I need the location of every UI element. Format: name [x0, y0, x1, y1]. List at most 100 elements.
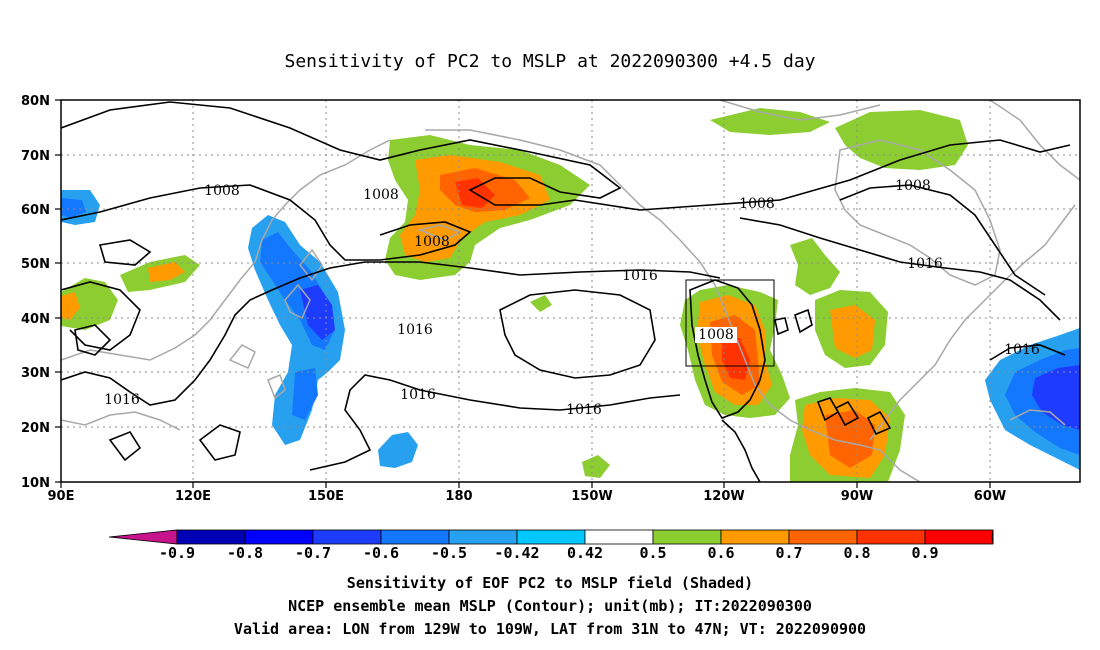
contour-small-3 — [108, 431, 142, 462]
north-america-east-coast — [869, 204, 1076, 441]
contour-1008-west — [61, 184, 472, 261]
asia-south-coast — [61, 411, 181, 431]
colorbar-label: 0.5 — [639, 544, 666, 562]
contour-label: 1008 — [363, 187, 399, 203]
colorbar-segment — [788, 529, 858, 545]
pos-region-canada — [790, 238, 840, 295]
pos-region-small — [530, 295, 552, 312]
colorbar-arrow-high — [991, 529, 994, 545]
caption-line-3: Valid area: LON from 129W to 109W, LAT f… — [234, 620, 866, 638]
colorbar-label: 0.9 — [911, 544, 938, 562]
lon-label: 60W — [974, 489, 1006, 504]
colorbar-labels: -0.9 -0.8 -0.7 -0.6 -0.5 -0.42 0.42 0.5 … — [159, 544, 939, 562]
contour-1008-east — [839, 184, 1046, 296]
japan-1 — [284, 283, 311, 320]
colorbar-segment — [584, 529, 654, 545]
negative-sensitivity-shading — [61, 190, 1080, 470]
contour-label-low: 1008 — [698, 327, 734, 343]
pos-region-asia-west-core — [61, 292, 80, 320]
lon-label: 150E — [308, 489, 344, 504]
tick-marks — [55, 99, 991, 488]
colorbar-label: -0.7 — [295, 544, 331, 562]
asia-coast — [61, 139, 391, 361]
colorbar-segment — [516, 529, 586, 545]
contour-label: 1008 — [895, 178, 931, 194]
hudson-bay — [834, 139, 1001, 286]
contour-1016-atlantic — [989, 344, 1066, 361]
colorbar-label: 0.42 — [567, 544, 603, 562]
colorbar-segment — [312, 529, 382, 545]
pos-region-west-us-core — [722, 338, 750, 380]
island-2 — [267, 373, 286, 400]
neg-region-atlantic-core — [1032, 365, 1080, 430]
pos-region-greenland — [835, 110, 968, 170]
lon-label: 120W — [703, 489, 744, 504]
pos-region-asia-west — [61, 278, 118, 330]
contour-label: 1016 — [1004, 342, 1040, 358]
contour-small-8 — [866, 410, 892, 436]
contour-label: 1016 — [622, 268, 658, 284]
map-panel: 1008 1008 1008 1008 1008 1016 1016 1016 … — [21, 94, 1081, 504]
lon-label: 150W — [571, 489, 612, 504]
pos-region-arctic-canada — [710, 108, 830, 135]
contour-trough — [721, 419, 761, 482]
lat-label: 70N — [21, 149, 50, 164]
lat-label: 40N — [21, 312, 50, 327]
colorbar-label: -0.42 — [494, 544, 539, 562]
contour-1016-east — [739, 217, 1061, 321]
caption-line-2: NCEP ensemble mean MSLP (Contour); unit(… — [288, 597, 812, 615]
pos-region-asia-core — [148, 262, 185, 282]
colorbar-label: -0.6 — [363, 544, 399, 562]
contour-label: 1008 — [414, 234, 450, 250]
neg-region-pacific-south — [292, 368, 318, 420]
latitude-labels: 80N 70N 60N 50N 40N 30N 20N 10N — [21, 94, 50, 491]
contour-label: 1016 — [397, 322, 433, 338]
colorbar-segment — [652, 529, 722, 545]
map-title: Sensitivity of PC2 to MSLP at 2022090300… — [284, 51, 815, 72]
contour-label: 1008 — [204, 183, 240, 199]
contour-1016-high — [499, 289, 656, 379]
neg-region-west-core — [61, 198, 86, 218]
lat-label: 30N — [21, 366, 50, 381]
arctic-coast — [719, 100, 881, 121]
colorbar-label: 0.7 — [775, 544, 802, 562]
contour-asia-2 — [74, 324, 112, 356]
colorbar-segment — [720, 529, 790, 545]
lat-label: 50N — [21, 257, 50, 272]
contour-labels: 1008 1008 1008 1008 1008 1016 1016 1016 … — [104, 178, 1040, 418]
lat-label: 80N — [21, 94, 50, 109]
contour-1008-north — [61, 101, 1071, 211]
colorbar-label: -0.5 — [431, 544, 467, 562]
colorbar-segment — [380, 529, 450, 545]
contour-asia-1 — [61, 281, 141, 351]
coastlines — [61, 100, 1080, 482]
lon-label: 180 — [445, 489, 472, 504]
lat-label: 20N — [21, 421, 50, 436]
colorbar-segment — [856, 529, 926, 545]
contour-small-4 — [794, 308, 813, 334]
caribbean — [1009, 409, 1066, 426]
colorbar-segments — [108, 529, 994, 545]
map-frame — [60, 99, 1081, 483]
contour-1008-low — [689, 279, 766, 419]
contour-small-5 — [774, 317, 789, 336]
lon-label: 90E — [48, 489, 75, 504]
aleutian — [417, 224, 462, 241]
colorbar-label: -0.9 — [159, 544, 195, 562]
contour-1016-south — [309, 374, 681, 471]
greenland-coast — [989, 100, 1080, 181]
colorbar-segment — [244, 529, 314, 545]
contour-label: 1016 — [907, 256, 943, 272]
contour-label: 1016 — [104, 392, 140, 408]
lon-label: 90W — [841, 489, 873, 504]
contour-label: 1016 — [400, 387, 436, 403]
caption-line-1: Sensitivity of EOF PC2 to MSLP field (Sh… — [347, 574, 753, 592]
contour-small-1 — [98, 239, 152, 266]
colorbar-label: -0.8 — [227, 544, 263, 562]
colorbar-segment — [176, 529, 246, 545]
contour-label: 1008 — [739, 196, 775, 212]
contour-small-2 — [198, 424, 241, 461]
colorbar-arrow-low — [108, 529, 178, 545]
longitude-labels: 90E 120E 150E 180 150W 120W 90W 60W — [48, 489, 1007, 504]
